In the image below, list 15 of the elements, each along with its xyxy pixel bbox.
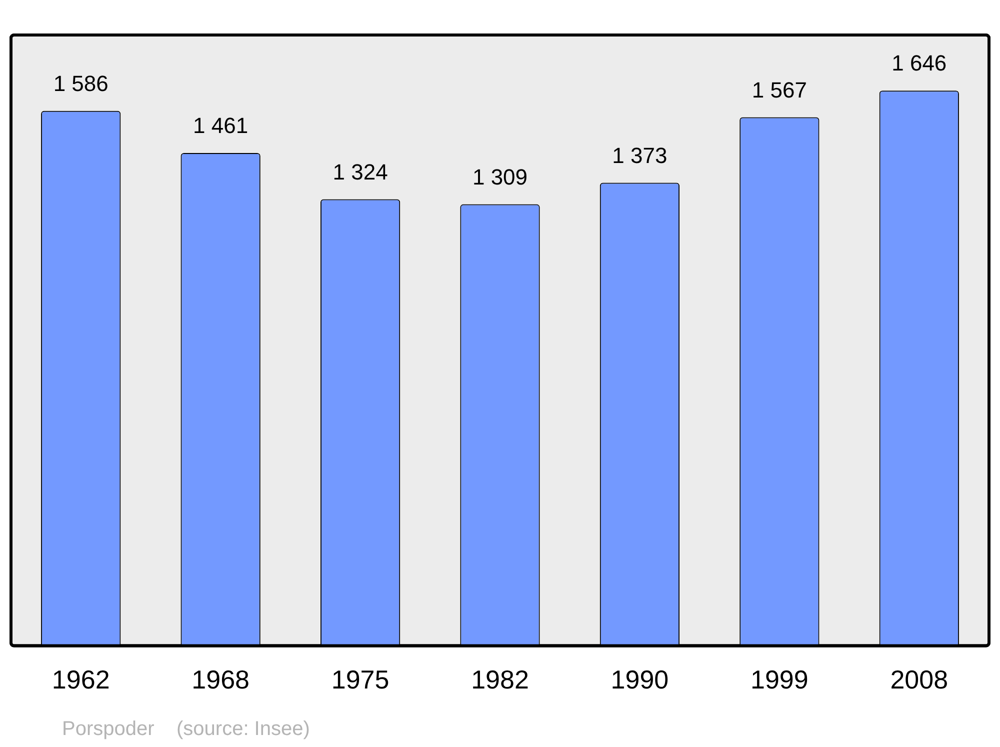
x-tick-label: 1962 xyxy=(52,664,110,695)
text: Porspoder (source: Insee) xyxy=(62,718,310,741)
x-tick-label: 1990 xyxy=(610,664,669,695)
x-tick-label: 1982 xyxy=(471,664,529,695)
data-label: 1 586 xyxy=(53,70,108,96)
data-label: 1 461 xyxy=(193,113,248,138)
data-label: 1 309 xyxy=(472,164,528,190)
data-label: 1 324 xyxy=(332,159,388,184)
x-tick-label: 1999 xyxy=(750,664,808,695)
data-label: 1 373 xyxy=(612,142,668,168)
x-tick-label: 1968 xyxy=(192,664,250,695)
data-label: 1 567 xyxy=(752,77,807,102)
x-tick-label: 2008 xyxy=(890,664,948,695)
x-tick-label: 1975 xyxy=(331,664,390,695)
data-label: 1 646 xyxy=(892,50,947,76)
